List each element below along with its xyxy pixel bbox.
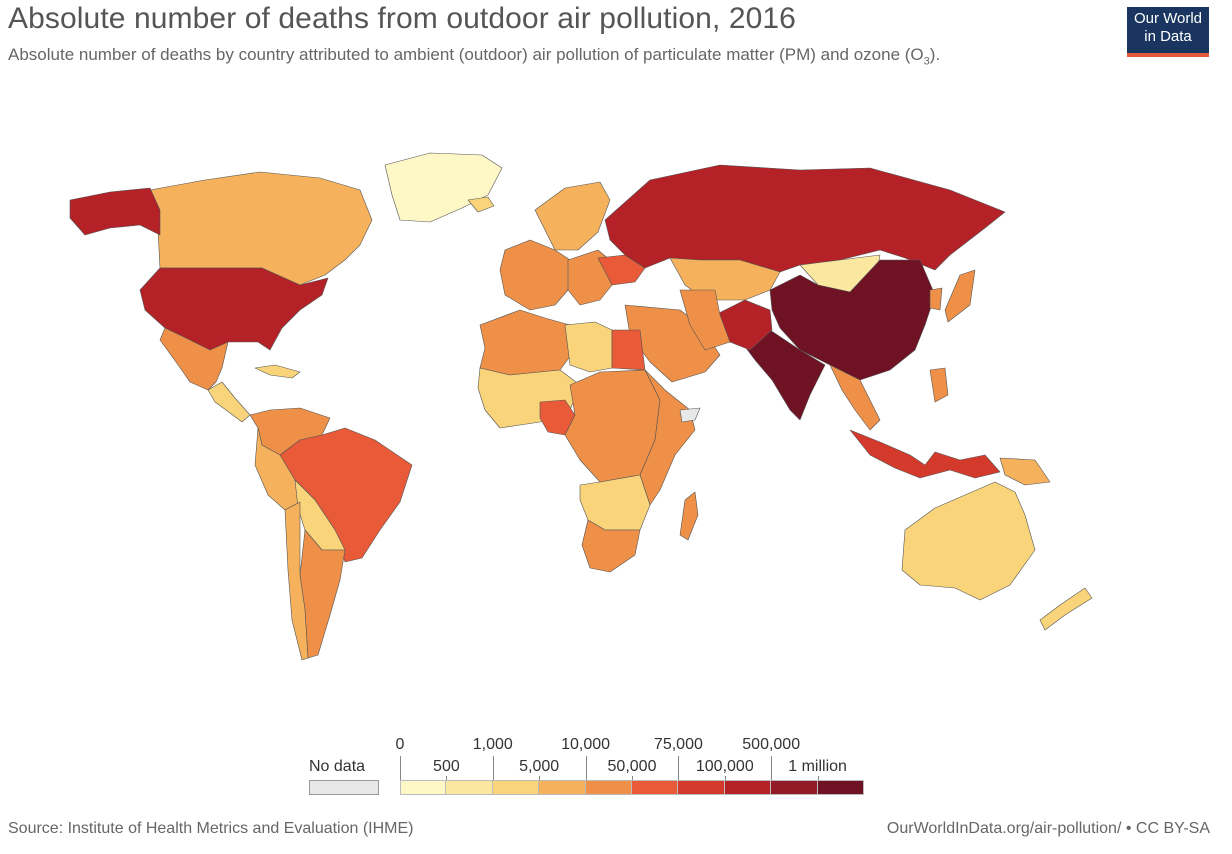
country-ukraine[interactable]: Ukraine <box>597 254 646 286</box>
legend-bin-1[interactable] <box>446 780 493 795</box>
legend-tick <box>492 756 494 780</box>
owid-logo[interactable]: Our World in Data <box>1127 7 1209 57</box>
country-japan[interactable]: Japan <box>944 269 976 323</box>
subtitle-end: ). <box>929 45 941 64</box>
legend-bottom-label: 5,000 <box>519 758 560 775</box>
legend-tick <box>400 756 401 780</box>
country-scandinavia[interactable]: Scandinavia <box>534 181 611 251</box>
legend-top-label: 75,000 <box>653 736 703 753</box>
logo-accent-bar <box>1127 53 1209 57</box>
legend-bin-8[interactable] <box>771 780 818 795</box>
legend-bin-4[interactable] <box>585 780 632 795</box>
country-chile[interactable]: Chile <box>284 501 309 661</box>
country-libya[interactable]: Libya <box>564 321 613 373</box>
country-central-america[interactable]: Central America <box>207 381 251 423</box>
legend-bin-6[interactable] <box>678 780 725 795</box>
country-somalia[interactable]: Somalia <box>679 407 701 423</box>
legend-tick <box>632 776 633 780</box>
logo-line-2: in Data <box>1144 28 1192 45</box>
country-north-africa[interactable]: North Africa <box>479 309 576 376</box>
country-mexico[interactable]: Mexico <box>159 327 229 391</box>
source-note[interactable]: Source: Institute of Health Metrics and … <box>8 820 414 837</box>
legend: No data 0 1,000 10,000 75,000 500,000 500 5,00… <box>0 730 1232 800</box>
legend-tick <box>724 776 726 780</box>
subtitle-subscript: 3 <box>923 55 930 68</box>
legend-top-label: 1,000 <box>472 736 513 753</box>
country-korea[interactable]: Korea <box>929 287 943 311</box>
legend-bottom-label: 100,000 <box>695 758 754 775</box>
country-east-africa[interactable]: East Africa <box>639 369 696 506</box>
world-map[interactable]: CanadaGreenlandAlaskaUnited StatesMexico… <box>0 110 1232 710</box>
chart-title: Absolute number of deaths from outdoor a… <box>8 2 796 35</box>
legend-bin-9[interactable] <box>817 780 864 795</box>
legend-tick <box>678 756 680 780</box>
country-united-states[interactable]: United States <box>139 267 329 351</box>
legend-tick <box>771 756 773 780</box>
legend-tick <box>446 776 448 780</box>
country-philippines[interactable]: Philippines <box>929 367 949 403</box>
legend-tick <box>585 756 587 780</box>
country-southeast-asia[interactable]: Southeast Asia <box>829 364 881 431</box>
country-iran-afghanistan[interactable]: Iran Afghanistan <box>679 289 731 351</box>
country-india[interactable]: India <box>739 329 826 421</box>
country-western-europe[interactable]: Western Europe <box>499 239 571 311</box>
legend-bin-3[interactable] <box>539 780 586 795</box>
country-indonesia[interactable]: Indonesia <box>849 429 1001 479</box>
legend-top-label: 500,000 <box>742 736 801 753</box>
subtitle-main: Absolute number of deaths by country att… <box>8 45 924 64</box>
country-south-africa[interactable]: South Africa <box>581 519 641 573</box>
country-madagascar[interactable]: Madagascar <box>679 491 699 541</box>
legend-bottom-label: 1 million <box>788 758 847 775</box>
legend-tick <box>817 776 819 780</box>
country-egypt[interactable]: Egypt <box>611 329 646 371</box>
logo-line-1: Our World <box>1133 10 1203 27</box>
legend-bottom-label: 50,000 <box>607 758 657 775</box>
country-russia[interactable]: Russia <box>604 164 1006 273</box>
no-data-label: No data <box>309 758 366 775</box>
country-china[interactable]: China <box>769 259 936 381</box>
legend-bin-0[interactable] <box>400 780 447 795</box>
country-alaska[interactable]: Alaska <box>69 187 161 236</box>
legend-top-label: 10,000 <box>561 736 611 753</box>
country-iceland[interactable]: Iceland <box>467 196 495 213</box>
legend-bin-5[interactable] <box>632 780 679 795</box>
legend-bottom-label: 500 <box>433 758 460 775</box>
legend-top-label: 0 <box>395 736 405 753</box>
country-greenland[interactable]: Greenland <box>384 152 503 223</box>
country-australia[interactable]: Australia <box>901 481 1036 601</box>
country-caribbean[interactable]: Caribbean <box>254 364 301 379</box>
chart-subtitle: Absolute number of deaths by country att… <box>8 44 1108 72</box>
legend-tick <box>539 776 541 780</box>
no-data-swatch[interactable] <box>309 780 379 795</box>
country-new-zealand[interactable]: New Zealand <box>1039 587 1093 631</box>
legend-bin-7[interactable] <box>724 780 772 795</box>
legend-bin-2[interactable] <box>492 780 540 795</box>
country-papua-new-guinea[interactable]: Papua New Guinea <box>999 457 1051 486</box>
attribution-link[interactable]: OurWorldInData.org/air-pollution/ • CC B… <box>886 820 1210 837</box>
